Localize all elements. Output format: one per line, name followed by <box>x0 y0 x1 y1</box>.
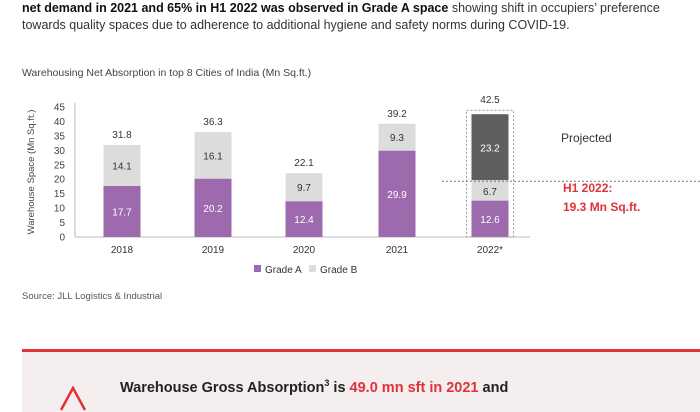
legend-swatch-grade-b <box>309 265 316 272</box>
y-tick-label: 45 <box>54 103 66 114</box>
bar-grade-a-label: 12.4 <box>294 215 314 226</box>
y-tick-label: 5 <box>59 218 65 229</box>
y-tick-label: 40 <box>54 117 66 128</box>
stacked-bar-chart: 0 5 10 15 20 25 30 35 40 45 Warehouse Space (Mn Sq… <box>26 95 700 276</box>
y-tick-label: 20 <box>54 175 66 186</box>
intro-line1-rest: showing shift in occupiers’ preference <box>448 1 660 15</box>
bar-total-label: 42.5 <box>480 95 500 106</box>
bar-grade-b <box>103 145 141 186</box>
bar-grade-b <box>285 173 323 202</box>
y-tick-label: 25 <box>54 160 66 171</box>
x-tick-label: 2022* <box>477 245 503 256</box>
legend-swatch-grade-a <box>254 265 261 272</box>
warning-triangle-icon <box>59 385 87 411</box>
bar-grade-a-label: 20.2 <box>203 204 223 215</box>
x-tick-label: 2020 <box>293 245 316 256</box>
bar-total-label: 22.1 <box>294 158 314 169</box>
bar-projected <box>471 114 509 181</box>
bar-projected-label: 23.2 <box>480 144 500 155</box>
callout-box: Warehouse Gross Absorption3 is 49.0 mn s… <box>22 349 700 412</box>
bar-grade-b-label: 9.7 <box>297 183 311 194</box>
legend-label-grade-b: Grade B <box>320 265 358 276</box>
bar-grade-a <box>471 200 509 237</box>
intro-bold-text: net demand in 2021 and 65% in H1 2022 wa… <box>22 1 449 15</box>
x-tick-label: 2019 <box>202 245 225 256</box>
bar-grade-a <box>194 178 232 237</box>
bar-grade-a-label: 17.7 <box>112 207 132 218</box>
bar-grade-b <box>471 181 509 201</box>
y-axis-label: Warehouse Space (Mn Sq.ft.) <box>26 110 37 235</box>
bar-grade-a <box>285 201 323 237</box>
callout-highlight: 49.0 mn sft in 2021 <box>349 379 479 396</box>
source-note: Source: JLL Logistics & Industrial <box>22 291 163 302</box>
x-tick-label: 2018 <box>111 245 134 256</box>
x-tick-label: 2021 <box>386 245 409 256</box>
bar-grade-b-label: 9.3 <box>390 133 404 144</box>
projected-outline <box>466 109 514 238</box>
legend-label-grade-a: Grade A <box>265 265 302 276</box>
bar-total-label: 39.2 <box>387 109 407 120</box>
y-tick-label: 10 <box>54 204 66 215</box>
intro-paragraph: net demand in 2021 and 65% in H1 2022 wa… <box>22 0 682 34</box>
projected-annotation: Projected <box>561 131 612 145</box>
bar-grade-a <box>378 150 416 237</box>
callout-text: Warehouse Gross Absorption3 is 49.0 mn s… <box>120 378 508 396</box>
intro-line2: towards quality spaces due to adherence … <box>22 18 570 32</box>
bar-grade-a-label: 29.9 <box>387 190 407 201</box>
h1-annotation-line2: 19.3 Mn Sq.ft. <box>563 200 640 214</box>
chart-title: Warehousing Net Absorption in top 8 Citi… <box>22 67 312 79</box>
bar-grade-a <box>103 185 141 237</box>
bar-grade-b <box>378 123 416 151</box>
y-tick-label: 35 <box>54 131 66 142</box>
y-tick-label: 30 <box>54 146 66 157</box>
y-tick-label: 0 <box>59 233 65 244</box>
callout-mid: is <box>329 379 350 396</box>
bar-grade-b <box>194 132 232 179</box>
bar-grade-b-label: 14.1 <box>112 162 132 173</box>
h1-annotation-line1: H1 2022: <box>563 181 612 195</box>
callout-prefix: Warehouse Gross Absorption <box>120 379 325 396</box>
bar-total-label: 31.8 <box>112 130 132 141</box>
bar-grade-b-label: 16.1 <box>203 151 223 162</box>
callout-suffix: and <box>478 379 509 396</box>
bar-total-label: 36.3 <box>203 117 223 128</box>
bar-grade-a-label: 12.6 <box>480 215 500 226</box>
y-tick-label: 15 <box>54 189 66 200</box>
callout-superscript: 3 <box>324 378 330 388</box>
bar-grade-b-label: 6.7 <box>483 187 497 198</box>
